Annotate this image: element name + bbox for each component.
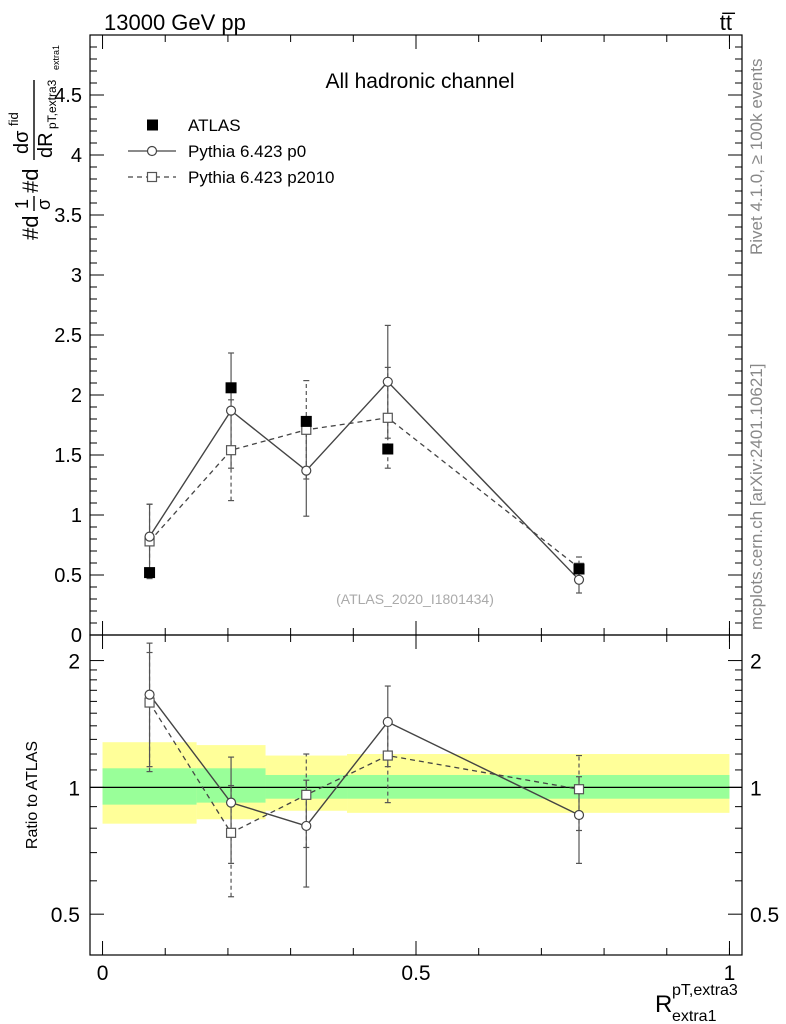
ratio-y-tick-label-right: 2 xyxy=(750,651,762,674)
main-panel: 0.5 1 1.5 2 2.5 3 3.5 4 4.5 0 All hadronic channe… xyxy=(6,34,743,647)
y-tick-label: 1 xyxy=(71,505,82,527)
atlas-point xyxy=(225,382,237,394)
ratio-p2010-point xyxy=(225,827,237,838)
legend-marker xyxy=(146,171,158,183)
p0-point xyxy=(144,531,155,542)
mcplots-label: mcplots.cern.ch [arXiv:2401.10621] xyxy=(747,364,766,630)
atlas-point xyxy=(300,415,312,427)
atlas-point xyxy=(144,567,156,579)
p0-point xyxy=(573,574,585,585)
ylabel-frac2-den-sub: pT,extra3 xyxy=(45,79,59,129)
energy-label: 13000 GeV pp xyxy=(104,10,246,35)
p0-point xyxy=(382,376,393,387)
atlas-point xyxy=(573,563,585,575)
p2010-point xyxy=(382,412,393,423)
p2010-line xyxy=(149,417,580,569)
ylabel-frac1-num: 1 xyxy=(12,199,32,209)
ratio-y-tick-label-right: 1 xyxy=(750,777,762,800)
ratio-panel: 0.5 0.5 1 1 2 2 0 0.5 1 Ratio to ATLAS R pT,extr… xyxy=(24,634,779,1024)
ylabel-frac2-num-sup: fid xyxy=(6,112,21,126)
ratio-p2010-point xyxy=(301,789,312,800)
ratio-y-tick-label: 1 xyxy=(68,777,80,800)
main-ylabel: #d 1 σ #d dσ fid dR pT,extra3 extra1 xyxy=(6,45,61,240)
ylabel-frac2-den-subsub: extra1 xyxy=(51,45,61,70)
ratio-x-tick-label: 0.5 xyxy=(401,962,430,985)
y-tick-label: 3.5 xyxy=(54,205,82,227)
atlas-point xyxy=(382,443,394,455)
y-tick-label: 2 xyxy=(71,385,82,407)
p0-point xyxy=(225,405,237,416)
p2010-point xyxy=(225,445,237,456)
legend-label: Pythia 6.423 p2010 xyxy=(188,168,335,187)
ylabel-frac2-num: dσ xyxy=(11,130,33,154)
p0-line xyxy=(148,380,580,581)
ratio-x-tick-label: 1 xyxy=(724,962,736,985)
process-label: tt̅ xyxy=(720,10,736,35)
xlabel-sup: pT,extra3 xyxy=(672,982,738,999)
ratio-xlabel: R pT,extra3 extra1 xyxy=(655,982,738,1024)
ratio-p0-point xyxy=(225,797,237,808)
ratio-y-tick-label: 2 xyxy=(68,651,80,674)
y-tick-label: 2.5 xyxy=(54,325,82,347)
p0-point xyxy=(301,465,312,476)
y-tick-label: 4 xyxy=(71,145,82,167)
legend-label: Pythia 6.423 p0 xyxy=(188,142,306,161)
ratio-p0-point xyxy=(301,820,312,832)
ratio-x-tick-label: 0 xyxy=(97,962,109,985)
main-title: All hadronic channel xyxy=(325,70,514,93)
ratio-p2010-point xyxy=(573,784,585,795)
legend: ATLAS Pythia 6.423 p0 Pythia 6.423 p2010 xyxy=(128,116,335,187)
y-tick-label: 0.5 xyxy=(54,565,82,587)
legend-marker xyxy=(147,119,158,131)
ratio-p0-point xyxy=(382,716,393,728)
xlabel-base: R xyxy=(655,991,672,1018)
legend-marker xyxy=(146,145,158,157)
y-tick-label: 0 xyxy=(71,625,82,647)
legend-label: ATLAS xyxy=(188,116,241,135)
y-tick-label: 1.5 xyxy=(54,445,82,467)
ylabel-part-a: #d xyxy=(18,216,43,240)
ratio-p0-point xyxy=(573,809,585,821)
ratio-p0-point xyxy=(144,689,155,700)
ylabel-part-b: #d xyxy=(18,169,43,193)
ratio-y-tick-label: 0.5 xyxy=(51,904,80,927)
xlabel-sub: extra1 xyxy=(672,1008,717,1024)
watermark: (ATLAS_2020_I1801434) xyxy=(336,591,494,607)
ylabel-frac1-den: σ xyxy=(34,199,54,210)
y-tick-label: 4.5 xyxy=(54,85,82,107)
ratio-p2010-point xyxy=(382,750,393,761)
rivet-label: Rivet 4.1.0, ≥ 100k events xyxy=(747,59,766,255)
ylabel-frac2-den: dR xyxy=(35,132,57,158)
uncertainty-band-inner xyxy=(102,768,197,805)
ratio-ylabel: Ratio to ATLAS xyxy=(24,741,41,849)
ratio-y-tick-label-right: 0.5 xyxy=(750,904,779,927)
y-tick-label: 3 xyxy=(71,265,82,287)
